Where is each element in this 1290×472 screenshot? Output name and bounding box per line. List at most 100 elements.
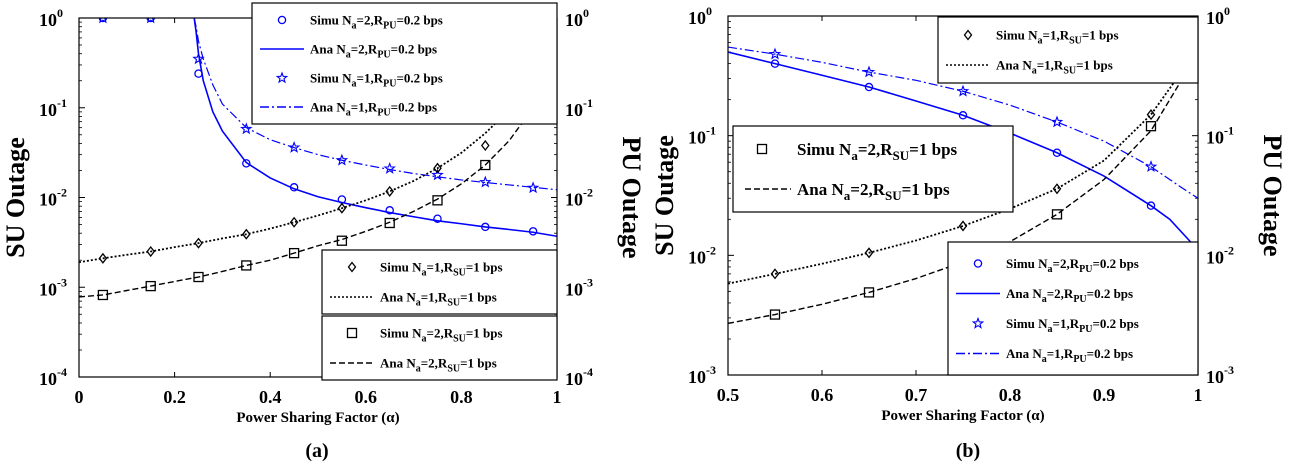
legend-bottom-right: Simu Na=2,RPU=0.2 bps Ana Na=2,RPU=0.2 bp… xyxy=(947,241,1199,376)
marker-pu_na1 xyxy=(192,52,205,65)
y-tick-label-left: 10-2 xyxy=(688,243,716,267)
series-line-su_na2 xyxy=(79,41,557,298)
legend-label: Simu Na=1,RPU=0.2 bps xyxy=(310,71,443,90)
panel-label: (b) xyxy=(956,440,980,462)
x-tick-label: 0.4 xyxy=(259,387,282,407)
legend-text: Ana N xyxy=(380,356,416,371)
marker-pu_na1 xyxy=(862,65,876,78)
marker-pu_na2 xyxy=(864,82,874,92)
legend-text: =2,R xyxy=(421,356,448,371)
marker-su_na1 xyxy=(433,162,442,174)
marker-pu_na1 xyxy=(383,162,396,174)
legend-sub: a xyxy=(844,188,851,203)
legend-text: =1,R xyxy=(1043,28,1070,43)
marker-su_na2 xyxy=(384,217,395,229)
y-tick-base: 10 xyxy=(39,10,57,30)
legend-marker-diamond xyxy=(347,261,357,273)
y-tick-label-right: 10-3 xyxy=(565,275,593,299)
y-tick-base: 10 xyxy=(565,369,583,389)
y-tick-exp: 0 xyxy=(1224,4,1230,18)
marker-su_na2 xyxy=(1145,121,1157,132)
marker-su_na1 xyxy=(289,216,299,228)
legend-text: Simu N xyxy=(1006,256,1048,271)
legend-box xyxy=(947,241,1199,376)
y-tick-exp: -3 xyxy=(583,275,593,289)
y-tick-label-right: 10-4 xyxy=(565,365,593,389)
legend-sub: SU xyxy=(447,297,460,308)
marker-pu_na2 xyxy=(289,183,299,192)
legend-text: =2,R xyxy=(357,13,384,28)
marker-pu_na2 xyxy=(528,227,538,236)
y-tick-label-left: 100 xyxy=(39,6,63,30)
legend-sub: a xyxy=(851,148,858,163)
marker-pu_na2 xyxy=(1052,148,1062,157)
y-tick-base: 10 xyxy=(39,190,57,210)
y-tick-exp: -2 xyxy=(1224,243,1234,257)
legend-box xyxy=(321,249,558,315)
marker-pu_na1 xyxy=(240,122,253,135)
legend-marker-circle xyxy=(973,259,983,268)
y-axis-label-right: PU Outage xyxy=(1258,134,1287,256)
marker-su_na1 xyxy=(385,185,395,197)
y-tick-exp: 0 xyxy=(706,4,712,18)
legend-sub: SU xyxy=(453,267,466,278)
legend-text: Simu N xyxy=(310,71,352,86)
legend-sub: PU xyxy=(377,49,390,60)
legend-text: =1 bps xyxy=(909,140,957,159)
marker-pu_na1 xyxy=(1144,160,1158,173)
marker-su_na2 xyxy=(1051,209,1063,220)
legend-sub: SU xyxy=(453,333,466,344)
marker-su_na2 xyxy=(193,271,204,283)
legend-sub: PU xyxy=(383,78,396,89)
series-line-su_na1 xyxy=(728,42,1198,285)
x-tick-label: 0.9 xyxy=(1093,385,1116,405)
legend-text: =1 bps xyxy=(1082,28,1119,43)
y-axis-label-left: SU Outage xyxy=(1,137,30,258)
legend-sub: a xyxy=(1038,35,1043,46)
y-tick-base: 10 xyxy=(565,10,583,30)
y-tick-exp: -2 xyxy=(706,243,716,257)
legend-text: =1,R xyxy=(427,260,454,275)
legend-text: Simu N xyxy=(797,140,852,159)
legend-label: Simu Na=2,RPU=0.2 bps xyxy=(1006,256,1139,275)
x-tick-label: 0.8 xyxy=(450,387,473,407)
y-tick-label-left: 10-1 xyxy=(688,124,716,148)
y-tick-exp: -2 xyxy=(57,186,67,200)
y-tick-exp: -4 xyxy=(57,365,67,379)
legend-label: Ana Na=1,RSU=1 bps xyxy=(996,58,1113,77)
marker-su_na1 xyxy=(241,228,251,240)
y-tick-exp: 0 xyxy=(583,6,589,20)
legend-label: Ana Na=2,RSU=1 bps xyxy=(380,356,497,375)
y-tick-base: 10 xyxy=(688,367,706,387)
x-tick-label: 0.2 xyxy=(163,387,186,407)
marker-su_na2 xyxy=(336,235,348,246)
legend-text: Ana N xyxy=(310,42,346,57)
marker-su_na1 xyxy=(194,237,203,249)
legend-text: =0.2 bps xyxy=(1087,286,1133,301)
marker-pu_na2 xyxy=(98,18,108,23)
legend-sub: PU xyxy=(1073,294,1086,305)
y-tick-exp: -3 xyxy=(1224,363,1234,377)
legend-label: Ana Na=1,RSU=1 bps xyxy=(380,290,497,309)
legend-sub: a xyxy=(1048,324,1053,335)
x-tick-label: 1 xyxy=(1194,385,1203,405)
marker-pu_na1 xyxy=(146,18,155,24)
legend-sub: a xyxy=(1048,264,1053,275)
marker-su_na2 xyxy=(432,195,443,206)
x-tick-label: 1 xyxy=(553,387,562,407)
legend-sub: SU xyxy=(447,363,460,374)
legend-label: Ana Na=2,RPU=0.2 bps xyxy=(1006,286,1133,305)
marker-su_na1 xyxy=(864,247,874,259)
y-tick-label-right: 10-2 xyxy=(1206,243,1234,267)
y-tick-base: 10 xyxy=(688,128,706,148)
legend-text: Simu N xyxy=(380,326,422,341)
y-tick-label-left: 10-3 xyxy=(688,363,716,387)
legend-text: =1 bps xyxy=(1076,58,1113,73)
panel-label: (a) xyxy=(305,440,328,462)
legend-text: =1 bps xyxy=(466,326,503,341)
legend-label: Ana Na=2,RPU=0.2 bps xyxy=(310,42,437,61)
marker-pu_na1 xyxy=(956,84,970,97)
legend-text: Simu N xyxy=(996,28,1038,43)
